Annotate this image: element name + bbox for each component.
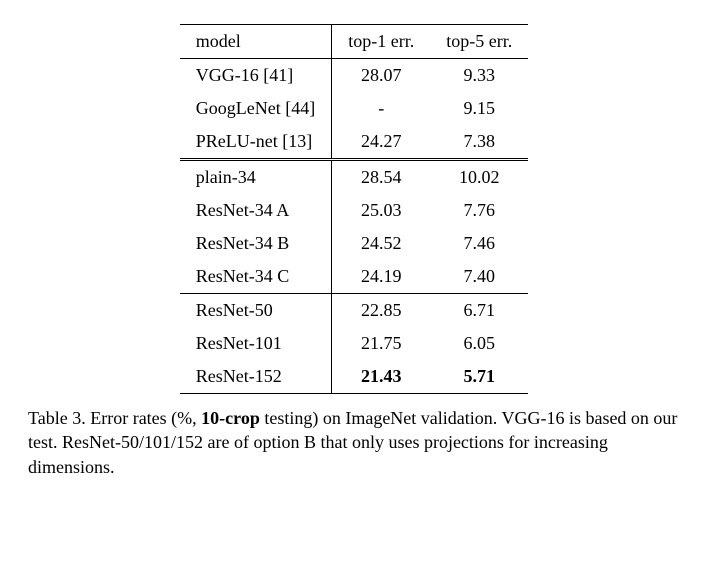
cell-model: ResNet-34 C xyxy=(180,260,332,294)
cell-top1: 24.27 xyxy=(332,125,430,160)
table-row: ResNet-34 B 24.52 7.46 xyxy=(180,227,528,260)
caption-bold: 10-crop xyxy=(201,408,260,428)
cell-top1: 21.75 xyxy=(332,327,430,360)
cell-model: PReLU-net [13] xyxy=(180,125,332,160)
caption-prefix: Table 3. Error rates (%, xyxy=(28,408,201,428)
table-header-row: model top-1 err. top-5 err. xyxy=(180,25,528,59)
cell-top1: 28.07 xyxy=(332,59,430,93)
cell-top5: 10.02 xyxy=(430,160,528,195)
cell-top1: - xyxy=(332,92,430,125)
table-row: ResNet-152 21.43 5.71 xyxy=(180,360,528,394)
cell-model: plain-34 xyxy=(180,160,332,195)
table-row: ResNet-34 C 24.19 7.40 xyxy=(180,260,528,294)
error-rates-table: model top-1 err. top-5 err. VGG-16 [41] … xyxy=(180,24,528,394)
table-row: GoogLeNet [44] - 9.15 xyxy=(180,92,528,125)
cell-top1: 24.19 xyxy=(332,260,430,294)
cell-top5: 9.15 xyxy=(430,92,528,125)
cell-top5: 7.40 xyxy=(430,260,528,294)
col-header-model: model xyxy=(180,25,332,59)
cell-top1-bold: 21.43 xyxy=(332,360,430,394)
table-row: ResNet-50 22.85 6.71 xyxy=(180,294,528,328)
cell-top5: 6.05 xyxy=(430,327,528,360)
cell-top5: 6.71 xyxy=(430,294,528,328)
table-row: plain-34 28.54 10.02 xyxy=(180,160,528,195)
cell-top1: 22.85 xyxy=(332,294,430,328)
cell-model: ResNet-50 xyxy=(180,294,332,328)
cell-model: ResNet-34 B xyxy=(180,227,332,260)
table-row: ResNet-101 21.75 6.05 xyxy=(180,327,528,360)
table-caption: Table 3. Error rates (%, 10-crop testing… xyxy=(28,406,680,479)
cell-model: ResNet-101 xyxy=(180,327,332,360)
col-header-top1: top-1 err. xyxy=(332,25,430,59)
table-row: PReLU-net [13] 24.27 7.38 xyxy=(180,125,528,160)
cell-top5-bold: 5.71 xyxy=(430,360,528,394)
cell-top5: 7.76 xyxy=(430,194,528,227)
cell-top5: 9.33 xyxy=(430,59,528,93)
cell-top1: 25.03 xyxy=(332,194,430,227)
cell-model: ResNet-34 A xyxy=(180,194,332,227)
cell-top5: 7.46 xyxy=(430,227,528,260)
col-header-top5: top-5 err. xyxy=(430,25,528,59)
cell-model: ResNet-152 xyxy=(180,360,332,394)
cell-model: GoogLeNet [44] xyxy=(180,92,332,125)
table-row: VGG-16 [41] 28.07 9.33 xyxy=(180,59,528,93)
cell-model: VGG-16 [41] xyxy=(180,59,332,93)
cell-top1: 28.54 xyxy=(332,160,430,195)
table-row: ResNet-34 A 25.03 7.76 xyxy=(180,194,528,227)
cell-top5: 7.38 xyxy=(430,125,528,160)
cell-top1: 24.52 xyxy=(332,227,430,260)
